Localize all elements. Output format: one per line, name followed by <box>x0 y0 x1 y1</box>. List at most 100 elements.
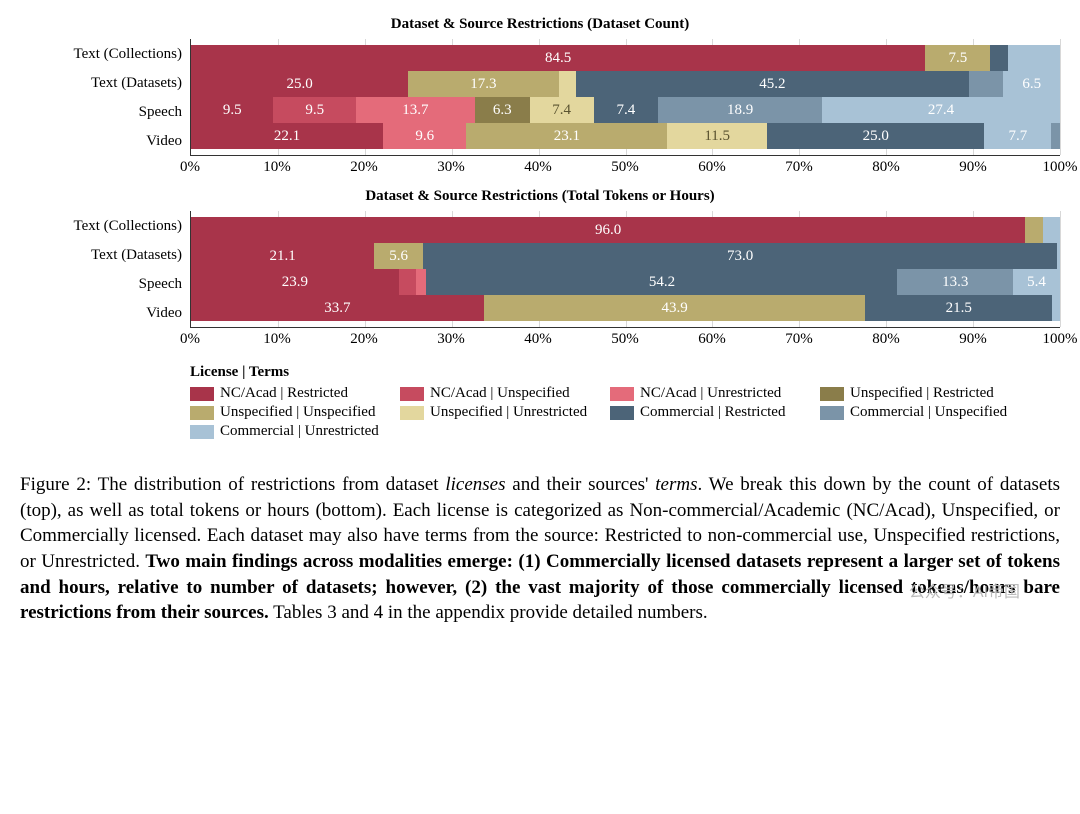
x-tick: 60% <box>698 159 726 176</box>
bar-seg-co_unspecified <box>969 71 1004 97</box>
bar-row: 21.15.673.0 <box>191 243 1060 269</box>
y-label: Text (Collections) <box>20 45 182 63</box>
bar-seg-un_unspecified: 5.6 <box>374 243 423 269</box>
bar-seg-nc_unrestricted <box>416 269 426 295</box>
y-label: Text (Datasets) <box>20 74 182 92</box>
bar-seg-nc_restricted: 21.1 <box>191 243 374 269</box>
bar-seg-co_unrestricted: 5.4 <box>1013 269 1060 295</box>
x-tick: 30% <box>437 331 465 348</box>
bar-seg-un_unspecified: 23.1 <box>466 123 667 149</box>
legend-item: Commercial | Unspecified <box>820 404 1030 421</box>
bar-row: 84.57.5 <box>191 45 1060 71</box>
bar-seg-nc_restricted: 84.5 <box>191 45 925 71</box>
bar-seg-co_unspecified: 13.3 <box>897 269 1013 295</box>
bar-row: 33.743.921.5 <box>191 295 1060 321</box>
bar-seg-un_restricted: 6.3 <box>475 97 530 123</box>
caption-mid1: and their sources' <box>506 474 656 495</box>
figure-caption: Figure 2: The distribution of restrictio… <box>20 472 1060 626</box>
y-label: Text (Collections) <box>20 217 182 235</box>
bar-seg-co_restricted: 73.0 <box>423 243 1057 269</box>
bar-seg-un_unrestricted: 7.4 <box>530 97 594 123</box>
bar-row: 9.59.513.76.37.47.418.927.4 <box>191 97 1060 123</box>
caption-it2: terms <box>655 474 697 495</box>
x-tick: 40% <box>524 159 552 176</box>
bar-seg-co_restricted: 21.5 <box>865 295 1052 321</box>
legend-item: Unspecified | Unspecified <box>190 404 400 421</box>
chart1-xaxis: 0%10%20%30%40%50%60%70%80%90%100% <box>190 156 1060 178</box>
bar-seg-nc_restricted: 23.9 <box>191 269 399 295</box>
bar-seg-co_unrestricted <box>1008 45 1060 71</box>
legend-swatch <box>610 387 634 401</box>
bar-seg-nc_restricted: 25.0 <box>191 71 408 97</box>
chart2-title: Dataset & Source Restrictions (Total Tok… <box>20 188 1060 205</box>
bar-seg-un_unspecified: 17.3 <box>408 71 558 97</box>
legend-item: NC/Acad | Unspecified <box>400 385 610 402</box>
legend-label: NC/Acad | Restricted <box>220 385 348 402</box>
x-tick: 60% <box>698 331 726 348</box>
bar-seg-un_unspecified: 7.5 <box>925 45 990 71</box>
chart1-ylabels: Text (Collections) Text (Datasets) Speech V… <box>20 39 190 156</box>
bar-seg-co_unspecified <box>1051 123 1060 149</box>
x-tick: 50% <box>611 159 639 176</box>
legend-swatch <box>820 406 844 420</box>
bar-seg-co_unspecified: 18.9 <box>658 97 822 123</box>
chart1-title: Dataset & Source Restrictions (Dataset C… <box>20 16 1060 33</box>
legend-item: Unspecified | Unrestricted <box>400 404 610 421</box>
bar-seg-un_unrestricted <box>559 71 576 97</box>
caption-it1: licenses <box>445 474 505 495</box>
legend-items: NC/Acad | Restricted NC/Acad | Unspecifie… <box>190 385 1060 442</box>
x-tick: 70% <box>785 331 813 348</box>
legend-swatch <box>820 387 844 401</box>
y-label: Video <box>20 304 182 322</box>
y-label: Video <box>20 132 182 150</box>
bar-seg-nc_restricted: 22.1 <box>191 123 383 149</box>
legend-swatch <box>190 425 214 439</box>
bar-seg-nc_unspecified <box>399 269 416 295</box>
figure-wrap: Dataset & Source Restrictions (Dataset C… <box>20 16 1060 626</box>
legend-label: Unspecified | Unspecified <box>220 404 375 421</box>
bar-seg-co_unrestricted <box>1043 217 1060 243</box>
legend-label: Unspecified | Restricted <box>850 385 994 402</box>
bar-seg-co_restricted: 25.0 <box>767 123 984 149</box>
caption-lead: Figure 2: The distribution of restrictio… <box>20 474 445 495</box>
legend-label: NC/Acad | Unspecified <box>430 385 570 402</box>
chart2-xaxis: 0%10%20%30%40%50%60%70%80%90%100% <box>190 328 1060 350</box>
x-tick: 80% <box>872 331 900 348</box>
legend-swatch <box>190 406 214 420</box>
bar-seg-nc_unrestricted: 9.6 <box>383 123 466 149</box>
gridline <box>1060 39 1061 155</box>
bar-seg-co_restricted: 7.4 <box>594 97 658 123</box>
x-tick: 90% <box>959 331 987 348</box>
legend-swatch <box>610 406 634 420</box>
bar-seg-un_unspecified <box>1025 217 1042 243</box>
legend-item: Commercial | Restricted <box>610 404 820 421</box>
y-label: Text (Datasets) <box>20 246 182 264</box>
chart1-plot: 84.57.525.017.345.26.59.59.513.76.37.47.… <box>190 39 1060 156</box>
x-tick: 90% <box>959 159 987 176</box>
bar-seg-co_unrestricted <box>1057 243 1060 269</box>
bar-row: 96.0 <box>191 217 1060 243</box>
legend-label: Commercial | Unspecified <box>850 404 1007 421</box>
x-tick: 20% <box>350 159 378 176</box>
x-tick: 20% <box>350 331 378 348</box>
bar-seg-nc_unspecified: 9.5 <box>273 97 355 123</box>
x-tick: 50% <box>611 331 639 348</box>
chart1-area: Text (Collections) Text (Datasets) Speech V… <box>20 39 1060 156</box>
x-tick: 0% <box>180 159 200 176</box>
y-label: Speech <box>20 103 182 121</box>
x-tick: 40% <box>524 331 552 348</box>
bar-row: 22.19.623.111.525.07.7 <box>191 123 1060 149</box>
bar-seg-co_unrestricted: 27.4 <box>822 97 1060 123</box>
legend-title: License | Terms <box>190 364 1060 381</box>
chart2-ylabels: Text (Collections)Text (Datasets)SpeechV… <box>20 211 190 328</box>
legend-label: NC/Acad | Unrestricted <box>640 385 781 402</box>
legend-item: Unspecified | Restricted <box>820 385 1030 402</box>
bar-row: 25.017.345.26.5 <box>191 71 1060 97</box>
bar-row: 23.954.213.35.4 <box>191 269 1060 295</box>
bar-seg-un_unspecified: 43.9 <box>484 295 865 321</box>
bar-seg-nc_restricted: 96.0 <box>191 217 1025 243</box>
x-tick: 70% <box>785 159 813 176</box>
bar-seg-nc_restricted: 9.5 <box>191 97 273 123</box>
x-tick: 10% <box>263 159 291 176</box>
legend-item: NC/Acad | Restricted <box>190 385 400 402</box>
